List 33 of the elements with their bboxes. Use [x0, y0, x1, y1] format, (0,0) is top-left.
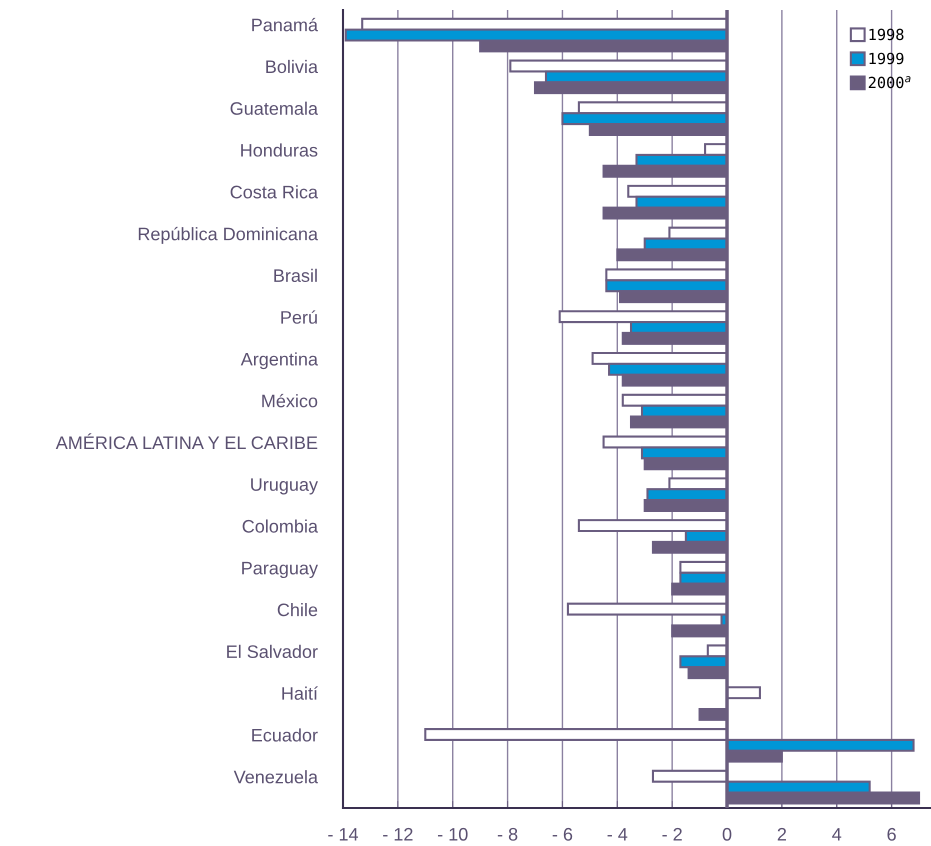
y-tick-label: Costa Rica: [230, 185, 318, 198]
y-tick-label: Guatemala: [230, 102, 318, 115]
y-tick-label: Panamá: [252, 18, 318, 32]
x-tick-label: 4: [832, 828, 842, 841]
y-tick-label: Haití: [282, 686, 318, 700]
x-tick-label: - 10: [438, 828, 468, 841]
y-tick-label: Perú: [281, 310, 317, 324]
legend-label: 2000$^{a}$: [868, 76, 910, 88]
x-tick-label: - 6: [552, 828, 572, 841]
x-tick-label: - 14: [328, 828, 358, 841]
y-tick-label: Venezuela: [234, 770, 318, 784]
y-tick-label: Paraguay: [242, 562, 318, 578]
y-tick-label: Honduras: [241, 143, 318, 157]
x-tick-label: 6: [887, 828, 896, 841]
y-tick-label: Ecuador: [252, 728, 318, 742]
x-tick-label: - 2: [662, 828, 682, 841]
y-tick-label: Argentina: [240, 352, 318, 370]
y-tick-label: Brasil: [274, 268, 317, 282]
x-tick-label: - 12: [383, 828, 413, 841]
y-tick-label: México: [262, 394, 318, 408]
x-tick-label: - 4: [608, 828, 628, 841]
y-tick-label: República Dominicana: [138, 226, 318, 244]
legend-label: 1998: [870, 28, 904, 40]
legend-label: 1999: [870, 52, 904, 64]
x-tick-label: - 8: [498, 828, 518, 841]
y-tick-label: AMÉRICA LATINA Y EL CARIBE: [56, 433, 318, 450]
y-tick-label: Colombia: [242, 519, 318, 533]
y-tick-label: Chile: [278, 603, 318, 616]
y-tick-label: Bolivia: [266, 60, 318, 74]
x-tick-label: 2: [778, 828, 786, 841]
y-tick-label: Uruguay: [251, 478, 318, 494]
y-tick-label: El Salvador: [227, 644, 318, 658]
x-tick-label: 0: [722, 828, 732, 841]
